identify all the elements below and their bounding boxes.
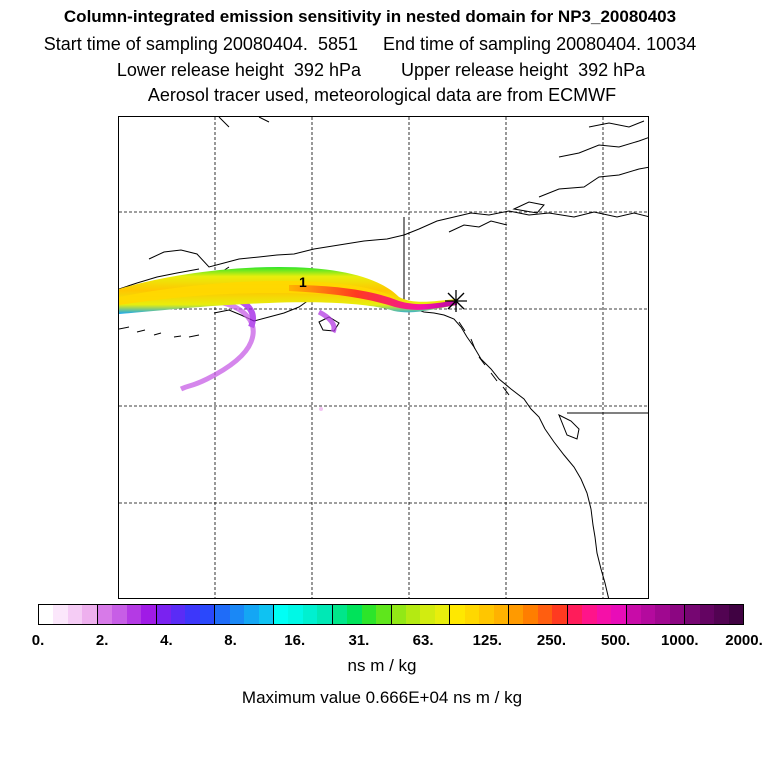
- tick-label: 8.: [224, 632, 237, 649]
- color-swatch: [641, 605, 655, 624]
- color-swatch: [450, 605, 464, 624]
- color-swatch: [406, 605, 420, 624]
- color-segment: [392, 605, 451, 624]
- color-segment: [568, 605, 627, 624]
- tick-label: 31.: [348, 632, 369, 649]
- tick-label: 4.: [160, 632, 173, 649]
- max-value-label: Maximum value 0.666E+04 ns m / kg: [0, 688, 766, 708]
- color-swatch: [347, 605, 361, 624]
- color-swatch: [435, 605, 449, 624]
- color-swatch: [611, 605, 625, 624]
- color-swatch: [39, 605, 53, 624]
- color-swatch: [568, 605, 582, 624]
- color-segment: [215, 605, 274, 624]
- color-swatch: [200, 605, 214, 624]
- color-segment: [98, 605, 157, 624]
- sampling-time-line: Start time of sampling 20080404. 5851 En…: [0, 34, 754, 55]
- tick-label: 0.: [32, 632, 45, 649]
- color-swatch: [420, 605, 434, 624]
- color-segment: [333, 605, 392, 624]
- color-swatch: [700, 605, 714, 624]
- tick-label: 1000.: [661, 632, 699, 649]
- tick-label: 500.: [601, 632, 630, 649]
- color-scale-bar: [38, 604, 744, 625]
- color-swatch: [670, 605, 684, 624]
- sensitivity-map: 1: [118, 116, 649, 599]
- color-swatch: [362, 605, 376, 624]
- color-segment: [450, 605, 509, 624]
- color-swatch: [215, 605, 229, 624]
- color-swatch: [333, 605, 347, 624]
- color-swatch: [523, 605, 537, 624]
- color-swatch: [465, 605, 479, 624]
- color-swatch: [98, 605, 112, 624]
- tick-label: 2.: [96, 632, 109, 649]
- color-swatch: [582, 605, 596, 624]
- release-height-line: Lower release height 392 hPa Upper relea…: [0, 60, 765, 81]
- tick-label: 16.: [284, 632, 305, 649]
- plot-title: Column-integrated emission sensitivity i…: [0, 7, 754, 27]
- color-swatch: [392, 605, 406, 624]
- tick-label: 125.: [473, 632, 502, 649]
- color-segment: [274, 605, 333, 624]
- color-swatch: [274, 605, 288, 624]
- low-sensitivity-tails: [181, 297, 334, 411]
- color-swatch: [317, 605, 331, 624]
- tick-label: 2000.: [725, 632, 763, 649]
- color-swatch: [552, 605, 566, 624]
- tick-label: 250.: [537, 632, 566, 649]
- color-swatch: [494, 605, 508, 624]
- tracer-info-line: Aerosol tracer used, meteorological data…: [0, 85, 766, 106]
- color-swatch: [112, 605, 126, 624]
- color-segment: [157, 605, 216, 624]
- color-swatch: [714, 605, 728, 624]
- color-segment: [685, 605, 743, 624]
- color-segment: [39, 605, 98, 624]
- color-swatch: [53, 605, 67, 624]
- color-swatch: [185, 605, 199, 624]
- graticule: [119, 117, 649, 599]
- color-swatch: [509, 605, 523, 624]
- coastlines: [119, 117, 649, 599]
- star-marker: [445, 290, 467, 312]
- color-swatch: [479, 605, 493, 624]
- color-swatch: [157, 605, 171, 624]
- color-swatch: [729, 605, 743, 624]
- color-swatch: [376, 605, 390, 624]
- color-swatch: [655, 605, 669, 624]
- color-swatch: [68, 605, 82, 624]
- color-swatch: [627, 605, 641, 624]
- color-swatch: [244, 605, 258, 624]
- color-swatch: [538, 605, 552, 624]
- color-swatch: [82, 605, 96, 624]
- color-swatch: [685, 605, 699, 624]
- color-swatch: [171, 605, 185, 624]
- color-swatch: [230, 605, 244, 624]
- color-swatch: [303, 605, 317, 624]
- map-canvas: 1: [119, 117, 649, 599]
- tick-label: 63.: [413, 632, 434, 649]
- color-segment: [509, 605, 568, 624]
- location-label: 1: [299, 274, 307, 290]
- color-swatch: [259, 605, 273, 624]
- color-swatch: [127, 605, 141, 624]
- color-swatch: [141, 605, 155, 624]
- color-swatch: [597, 605, 611, 624]
- unit-label: ns m / kg: [0, 656, 766, 676]
- color-segment: [627, 605, 686, 624]
- color-swatch: [288, 605, 302, 624]
